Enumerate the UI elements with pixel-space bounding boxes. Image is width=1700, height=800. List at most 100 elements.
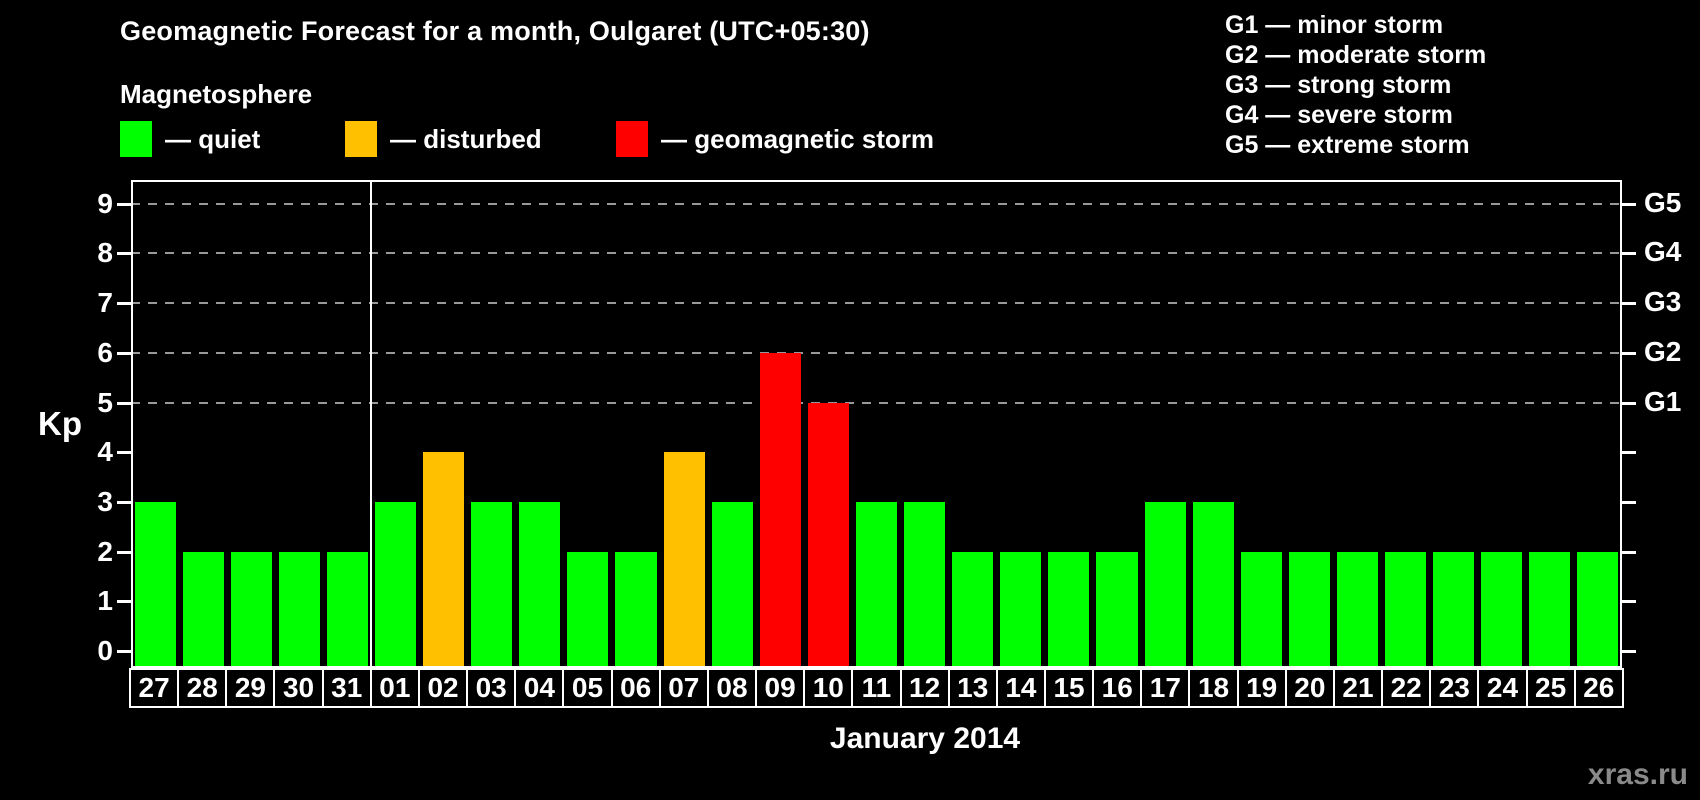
g-scale-legend: G1 — minor storm G2 — moderate storm G3 … [1225,10,1486,160]
day-label-cell: 31 [324,670,372,706]
g-level-label: G3 [1644,286,1682,318]
storm-color-swatch [616,121,648,157]
y-axis-tick [117,600,131,604]
y-axis-tick [117,650,131,653]
kp-bar [904,501,946,668]
kp-gridline [131,202,1622,205]
kp-bar [1385,551,1427,668]
legend-label-disturbed: — disturbed [390,123,542,154]
y-axis-tick-label: 0 [97,635,113,666]
kp-bar [471,501,513,668]
kp-bar [615,551,657,668]
legend-item-disturbed: — disturbed [345,120,542,158]
legend-item-storm: — geomagnetic storm [616,120,934,158]
day-label-cell: 25 [1528,670,1576,706]
day-label-cell: 04 [516,670,565,706]
kp-gridline [131,401,1622,404]
y-axis-tick [1622,302,1636,306]
day-label-cell: 07 [661,670,709,706]
kp-bar [1481,551,1523,668]
y-axis-tick [1622,202,1636,206]
y-axis-tick [1622,650,1636,653]
kp-bar [1336,551,1378,668]
day-label-cell: 27 [131,670,180,706]
day-label-cell: 03 [468,670,517,706]
kp-bar [759,352,801,668]
y-axis-tick-label: 3 [97,485,113,517]
kp-bar [278,551,320,668]
y-axis-tick [1622,500,1636,504]
kp-bar [663,452,705,668]
day-label-cell: 30 [275,670,324,706]
y-axis-tick-label: 9 [97,187,113,219]
kp-axis-label: Kp [38,405,82,442]
watermark: xras.ru [1587,758,1688,791]
y-axis-tick [117,302,131,306]
y-axis-tick [117,500,131,504]
day-label-cell: 19 [1239,670,1287,706]
day-label-cell: 22 [1383,670,1432,706]
day-label-cell: 05 [564,670,613,706]
g-legend-line-g5: G5 — extreme storm [1225,131,1470,159]
kp-bar [952,551,994,668]
y-axis-tick [1622,351,1636,355]
kp-bar [519,501,561,668]
kp-bar [1192,501,1234,668]
kp-bar [374,501,417,668]
kp-gridline [131,302,1622,305]
y-axis-tick [117,252,131,256]
kp-bar [134,501,176,668]
g-legend-line-g2: G2 — moderate storm [1225,41,1487,69]
month-divider [370,180,373,668]
y-axis-tick [117,401,131,405]
y-axis-tick [117,351,131,355]
y-axis-tick-label: 1 [97,585,113,617]
day-label-cell: 16 [1094,670,1143,706]
day-label-cell: 21 [1335,670,1384,706]
y-axis-tick [117,451,131,455]
day-label-cell: 29 [227,670,276,706]
kp-bar [711,501,753,668]
day-label-cell: 28 [179,670,228,706]
g-level-label: G5 [1644,186,1682,218]
kp-bar [1144,501,1186,668]
y-axis-tick-label: 4 [97,436,113,468]
y-axis-tick [1622,451,1636,455]
kp-bar [1433,551,1475,668]
plot-area-border [131,180,1622,668]
magnetosphere-legend-heading: Magnetosphere [120,79,313,109]
y-axis-tick-label: 7 [97,287,113,319]
disturbed-color-swatch [345,121,377,157]
day-label-cell: 26 [1583,672,1615,703]
kp-gridline [131,351,1622,354]
kp-bar [1096,551,1138,668]
g-legend-line-g4: G4 — severe storm [1225,101,1453,129]
kp-bar [1000,551,1042,668]
kp-bar [807,402,849,668]
day-label-cell: 08 [709,670,758,706]
day-label-cell: 12 [902,670,950,706]
kp-bar [855,501,898,668]
kp-bar [423,452,465,668]
chart-title: Geomagnetic Forecast for a month, Oulgar… [120,16,870,46]
day-label-cell: 02 [420,670,469,706]
y-axis-tick-label: 8 [97,237,113,269]
day-label-cell: 06 [613,670,661,706]
g-legend-line-g3: G3 — strong storm [1225,71,1452,99]
kp-bar [230,551,272,668]
g-legend-line-g1: G1 — minor storm [1225,11,1444,39]
day-label-cell: 10 [805,670,854,706]
day-label-cell: 17 [1142,670,1191,706]
kp-gridline [131,252,1622,255]
y-axis-tick-label: 6 [97,336,113,368]
y-axis-tick [1622,401,1636,405]
y-axis-tick [1622,550,1636,554]
day-axis-row: 27 28 29 30 31 01 02 03 04 05 06 07 08 09 10 11 12 13 14 15… [129,668,1624,708]
quiet-color-swatch [120,121,152,157]
kp-bar [567,551,609,668]
y-axis-tick-label: 5 [97,386,113,418]
legend-label-storm: — geomagnetic storm [661,123,935,154]
g-level-label: G4 [1644,236,1682,268]
legend-label-quiet: — quiet [165,123,261,154]
